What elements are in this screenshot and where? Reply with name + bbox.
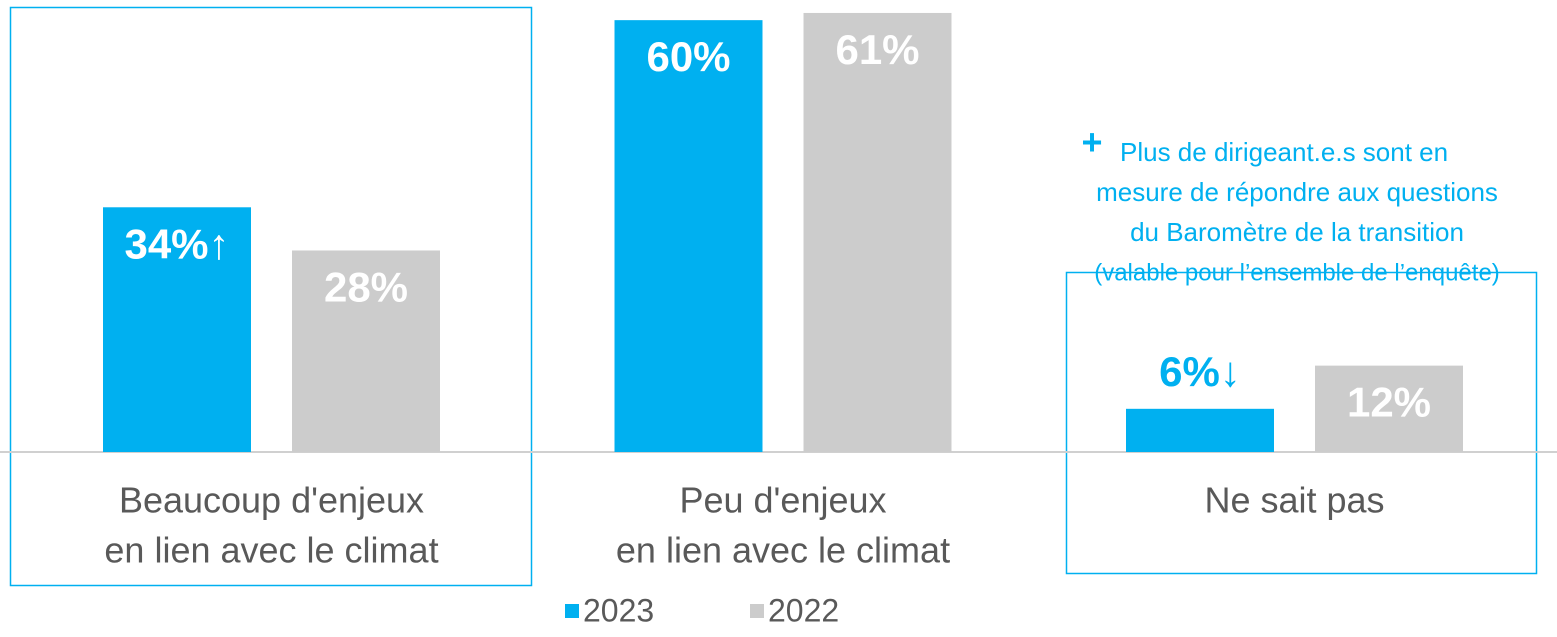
highlight-box <box>9 6 533 587</box>
bar <box>803 12 952 452</box>
bar <box>614 20 763 453</box>
annotation: (valable pour l’ensemble de l’enquête) <box>1094 259 1500 286</box>
legend-label: 2023 <box>583 592 654 628</box>
legend-swatch <box>750 604 764 618</box>
x-tick-label: en lien avec le climat <box>616 530 950 571</box>
annotation: du Baromètre de la transition <box>1130 217 1464 247</box>
annotation: mesure de répondre aux questions <box>1096 177 1498 207</box>
value-label: 6%↓ <box>1159 348 1241 395</box>
legend-label: 2022 <box>768 592 839 628</box>
x-tick-label: Beaucoup d'enjeux <box>119 480 424 521</box>
annotation-symbol: + <box>1081 122 1102 163</box>
highlight-box <box>1065 271 1538 575</box>
value-label: 28% <box>324 264 408 311</box>
x-tick-label: en lien avec le climat <box>104 530 438 571</box>
x-tick-label: Peu d'enjeux <box>679 480 886 521</box>
x-tick-label: Ne sait pas <box>1204 480 1384 521</box>
bar <box>1315 365 1463 452</box>
bar <box>292 250 440 452</box>
value-label: 34%↑ <box>124 220 229 267</box>
value-label: 12% <box>1347 379 1431 426</box>
annotation: Plus de dirigeant.e.s sont en <box>1120 137 1448 167</box>
legend-swatch <box>565 604 579 618</box>
value-label: 61% <box>835 26 919 73</box>
bar <box>1126 408 1274 452</box>
bar <box>103 207 251 452</box>
value-label: 60% <box>646 33 730 80</box>
